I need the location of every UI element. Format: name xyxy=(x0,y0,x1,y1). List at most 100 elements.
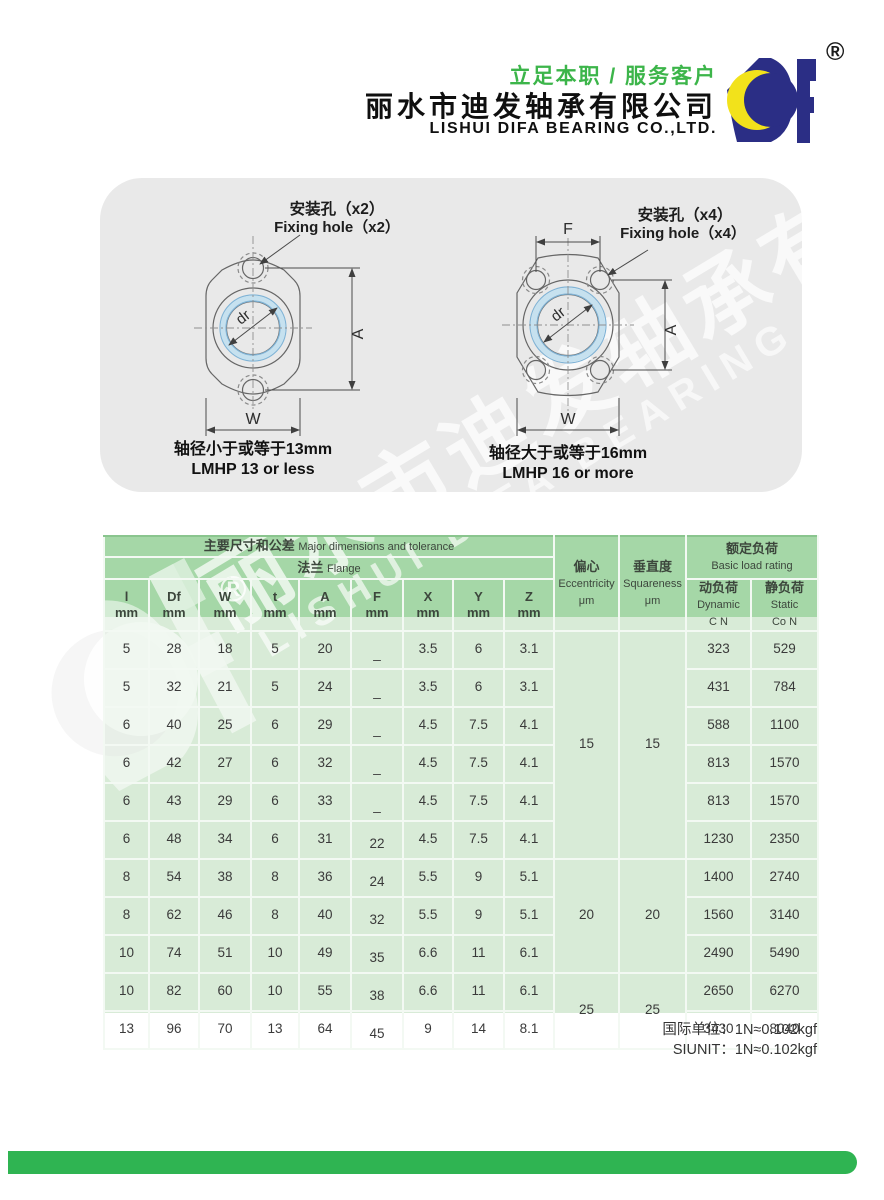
company-slogan: 立足本职 / 服务客户 xyxy=(509,65,717,88)
cell-Y: 6 xyxy=(452,629,505,670)
cell-X: 4.5 xyxy=(402,743,454,784)
cell-dynamic-load: 813 xyxy=(685,781,752,822)
cell-A: 55 xyxy=(298,971,352,1012)
cell-Y: 7.5 xyxy=(452,743,505,784)
cell-Z: 3.1 xyxy=(503,667,555,708)
cell-Y: 11 xyxy=(452,933,505,974)
cell-F: 35 xyxy=(350,933,404,974)
cell-l: 6 xyxy=(103,819,150,860)
cell-Y: 9 xyxy=(452,895,505,936)
flange-table-body: 5 28 18 5 20 _ 3.5 6 3.1 15 15 323 529 5 32 21 5 24 _ 3.5 6 3… xyxy=(103,629,820,1050)
table-row: 8 62 46 8 40 32 5.5 9 5.1 1560 3140 xyxy=(103,895,820,936)
right-callout-cn: 安装孔（x4） xyxy=(638,205,733,224)
table-row: 8 54 38 8 36 24 5.5 9 5.1 20 20 1400 2740 xyxy=(103,857,820,974)
cell-t: 8 xyxy=(250,857,300,898)
cell-A: 36 xyxy=(298,857,352,898)
cell-Df: 43 xyxy=(148,781,200,822)
cell-W: 21 xyxy=(198,667,252,708)
cell-Z: 4.1 xyxy=(503,819,555,860)
cell-l: 10 xyxy=(103,933,150,974)
cell-Y: 7.5 xyxy=(452,705,505,746)
right-dim-f-label: F xyxy=(563,221,573,238)
cell-Df: 32 xyxy=(148,667,200,708)
load-rating-header: 额定负荷 Basic load rating xyxy=(684,535,820,580)
dimension-table-container: 主要尺寸和公差 Major dimensions and tolerance 偏… xyxy=(103,535,820,1050)
cell-l: 6 xyxy=(103,781,150,822)
table-row: 6 42 27 6 32 _ 4.5 7.5 4.1 813 1570 xyxy=(103,743,820,784)
cell-F: _ xyxy=(350,781,404,822)
table-row: 6 40 25 6 29 _ 4.5 7.5 4.1 588 1100 xyxy=(103,705,820,746)
cell-l: 5 xyxy=(103,667,150,708)
cell-Y: 9 xyxy=(452,857,505,898)
main-dimensions-header: 主要尺寸和公差 Major dimensions and tolerance xyxy=(103,535,555,558)
col-header-df: Df mm xyxy=(148,578,200,632)
left-callout-en: Fixing hole（x2） xyxy=(274,218,400,236)
company-name-english: LISHUI DIFA BEARING CO.,LTD. xyxy=(429,120,717,137)
cell-Y: 14 xyxy=(452,1009,505,1050)
flange-header: 法兰 Flange xyxy=(103,556,555,580)
left-dim-w-label: W xyxy=(245,411,261,428)
cell-squareness: 25 xyxy=(618,971,687,1050)
cell-F: 22 xyxy=(350,819,404,860)
cell-t: 5 xyxy=(250,667,300,708)
company-name-chinese: 丽水市迪发轴承有限公司 xyxy=(364,91,717,122)
right-caption-en: LMHP 16 or more xyxy=(502,465,633,482)
cell-t: 5 xyxy=(250,629,300,670)
eccentricity-header: 偏心 Eccentricity μm xyxy=(553,535,620,632)
cell-A: 64 xyxy=(298,1009,352,1050)
cell-Z: 4.1 xyxy=(503,781,555,822)
right-centerlines xyxy=(502,238,634,414)
table-row: 6 43 29 6 33 _ 4.5 7.5 4.1 813 1570 xyxy=(103,781,820,822)
cell-Df: 54 xyxy=(148,857,200,898)
cell-dynamic-load: 2490 xyxy=(685,933,752,974)
cell-X: 6.6 xyxy=(402,971,454,1012)
cell-dynamic-load: 323 xyxy=(685,629,752,670)
cell-Df: 96 xyxy=(148,1009,200,1050)
cell-W: 70 xyxy=(198,1009,252,1050)
cell-W: 25 xyxy=(198,705,252,746)
cell-dynamic-load: 813 xyxy=(685,743,752,784)
cell-X: 3.5 xyxy=(402,667,454,708)
left-dim-a-label: A xyxy=(350,328,367,339)
cell-A: 40 xyxy=(298,895,352,936)
dynamic-load-header: 动负荷 Dynamic C N xyxy=(685,578,752,632)
cell-Z: 4.1 xyxy=(503,705,555,746)
cell-dynamic-load: 2650 xyxy=(685,971,752,1012)
cell-A: 29 xyxy=(298,705,352,746)
cell-squareness: 20 xyxy=(618,857,687,974)
cell-static-load: 2740 xyxy=(749,857,820,898)
cell-dynamic-load: 1400 xyxy=(685,857,752,898)
cell-dynamic-load: 1230 xyxy=(685,819,752,860)
squareness-header: 垂直度 Squareness μm xyxy=(618,535,687,632)
cell-Df: 40 xyxy=(148,705,200,746)
cell-A: 31 xyxy=(298,819,352,860)
bottom-green-bar xyxy=(8,1151,857,1174)
df-logo xyxy=(726,57,816,148)
cell-static-load: 3140 xyxy=(749,895,820,936)
table-row: 5 28 18 5 20 _ 3.5 6 3.1 15 15 323 529 xyxy=(103,629,820,860)
cell-dynamic-load: 588 xyxy=(685,705,752,746)
flange-diagrams: 安装孔（x2） Fixing hole（x2） A W dr 轴径小于或等于13… xyxy=(174,199,746,482)
cell-F: _ xyxy=(350,667,404,708)
table-row: 13 96 70 13 64 45 9 14 8.1 3430 8040 xyxy=(103,1009,820,1050)
left-caption-en: LMHP 13 or less xyxy=(191,461,314,478)
right-dim-dr-label: dr xyxy=(548,304,569,326)
right-callout-en: Fixing hole（x4） xyxy=(620,224,746,242)
unit-note-cn: 国际单位：1N≈0.102kgf xyxy=(662,1022,817,1038)
cell-Df: 82 xyxy=(148,971,200,1012)
static-load-header: 静负荷 Static Co N xyxy=(749,578,820,632)
table-header-row-main: 主要尺寸和公差 Major dimensions and tolerance 偏… xyxy=(103,535,820,632)
cell-F: 45 xyxy=(350,1009,404,1050)
table-row: 10 82 60 10 55 38 6.6 11 6.1 25 25 2650 6270 xyxy=(103,971,820,1050)
cell-Df: 62 xyxy=(148,895,200,936)
cell-X: 5.5 xyxy=(402,895,454,936)
cell-Z: 5.1 xyxy=(503,857,555,898)
unit-note: 国际单位：1N≈0.102kgf SIUNIT：1N≈0.102kgf xyxy=(662,1020,817,1061)
cell-static-load: 784 xyxy=(749,667,820,708)
cell-Z: 4.1 xyxy=(503,743,555,784)
col-header-l: l mm xyxy=(103,578,150,632)
cell-static-load: 8040 xyxy=(749,1009,820,1050)
cell-F: _ xyxy=(350,705,404,746)
